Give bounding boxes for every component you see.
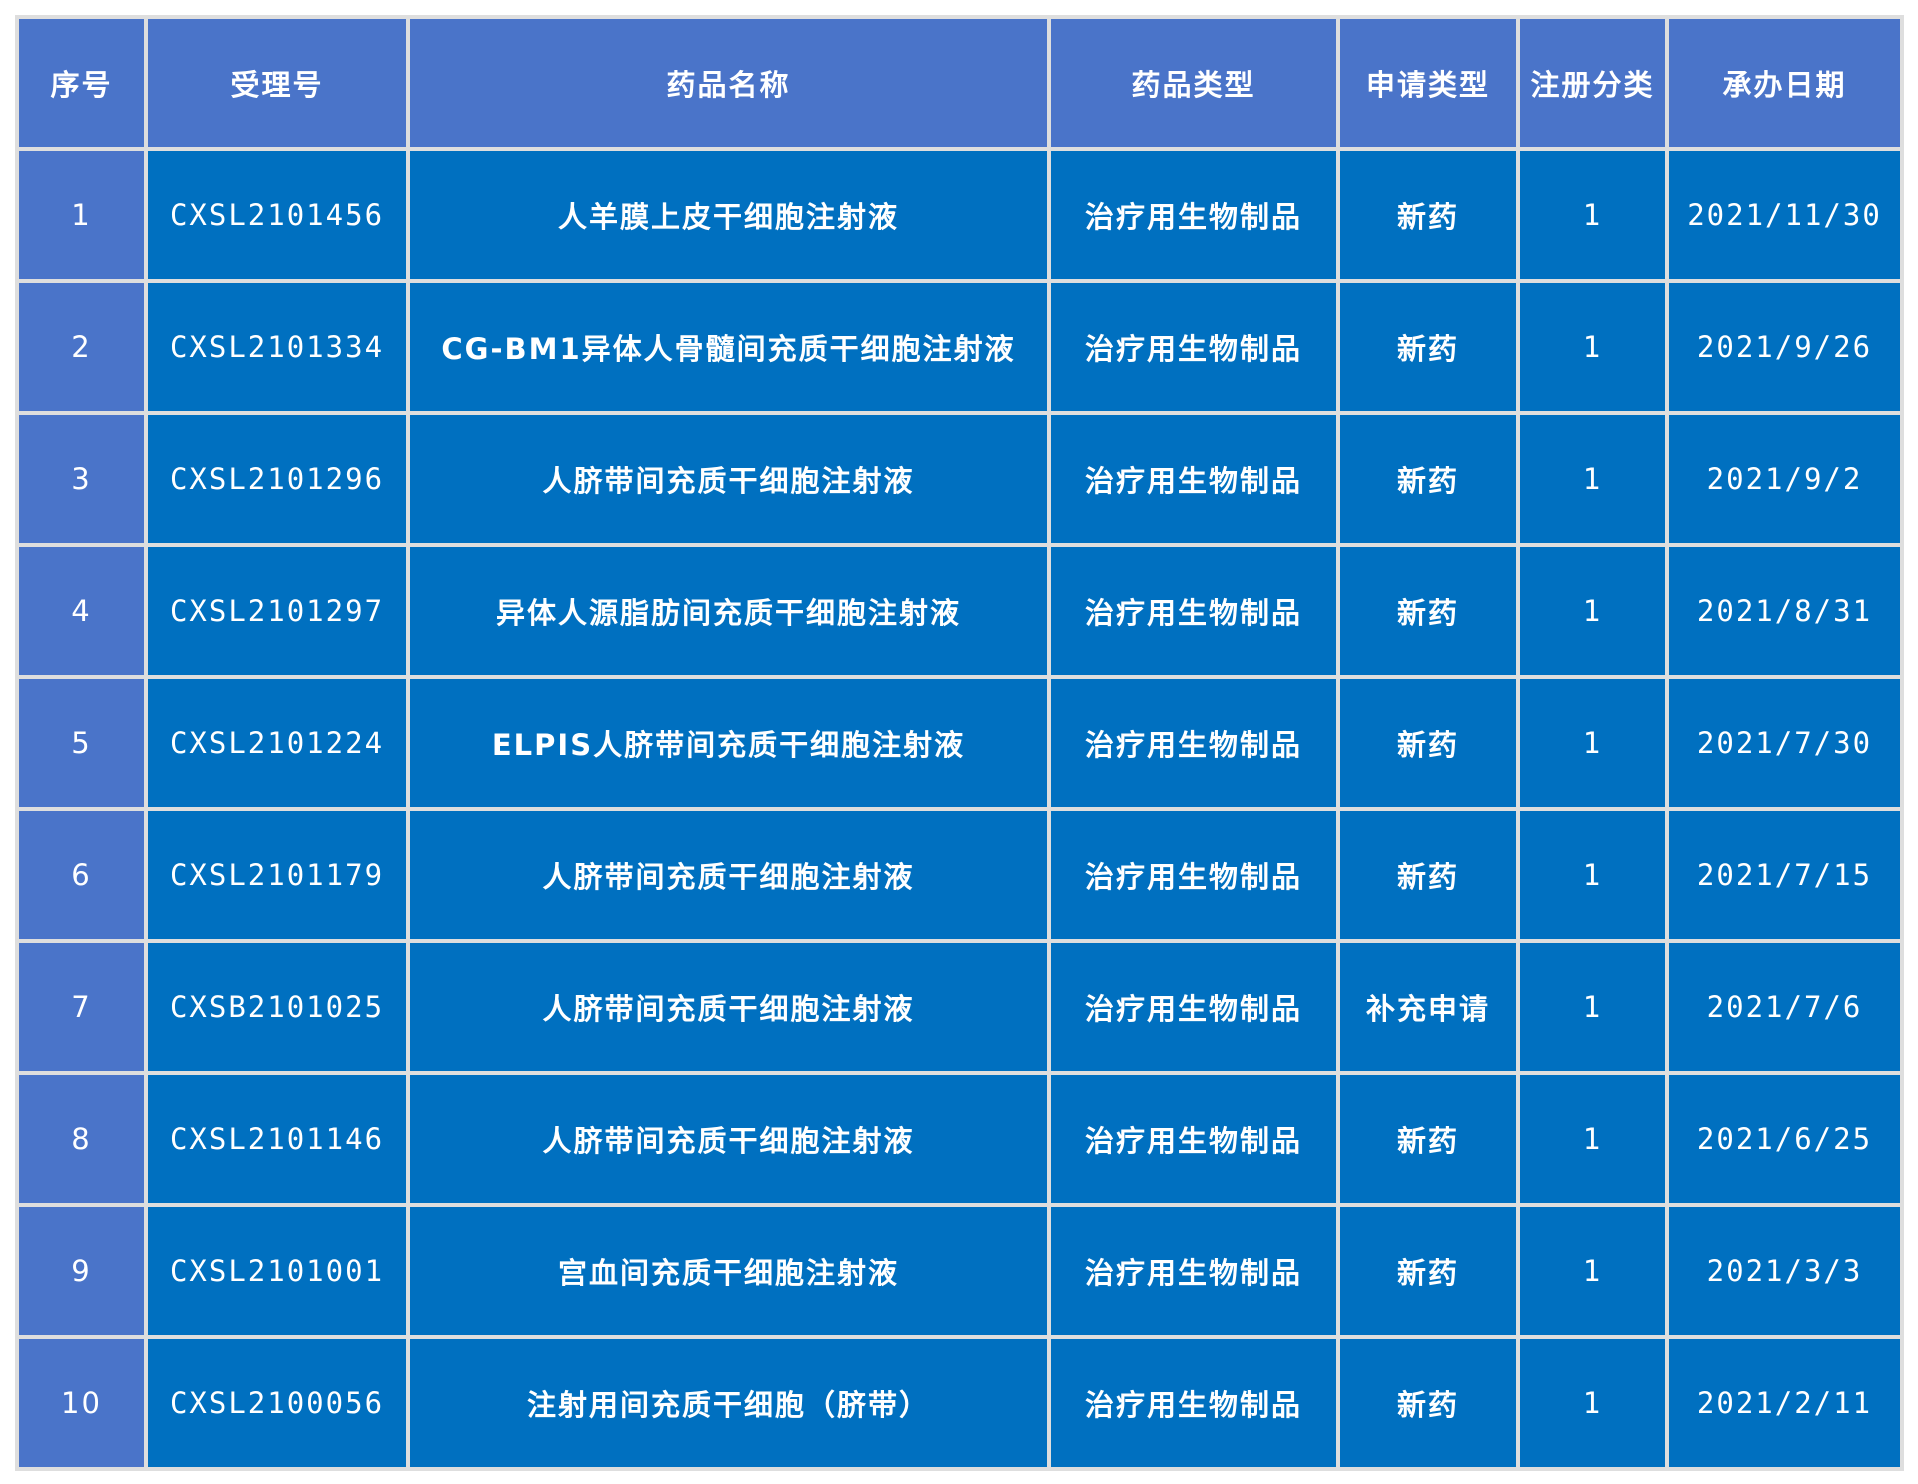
cell-registration-class: 1 xyxy=(1520,1339,1665,1467)
table-row: 10 CXSL2100056 注射用间充质干细胞（脐带） 治疗用生物制品 新药 1 2021… xyxy=(19,1339,1900,1467)
cell-registration-class: 1 xyxy=(1520,415,1665,543)
cell-drug-name: 人脐带间充质干细胞注射液 xyxy=(410,811,1047,939)
cell-acceptance-no: CXSB2101025 xyxy=(148,943,406,1071)
cell-acceptance-no: CXSL2100056 xyxy=(148,1339,406,1467)
cell-index: 5 xyxy=(19,679,144,807)
cell-drug-type: 治疗用生物制品 xyxy=(1051,283,1336,411)
header-application-type: 申请类型 xyxy=(1340,19,1516,147)
cell-application-type: 新药 xyxy=(1340,1339,1516,1467)
cell-drug-name: 异体人源脂肪间充质干细胞注射液 xyxy=(410,547,1047,675)
cell-application-type: 新药 xyxy=(1340,679,1516,807)
cell-application-type: 新药 xyxy=(1340,151,1516,279)
cell-drug-name: ELPIS人脐带间充质干细胞注射液 xyxy=(410,679,1047,807)
header-date: 承办日期 xyxy=(1669,19,1900,147)
cell-registration-class: 1 xyxy=(1520,1075,1665,1203)
cell-date: 2021/7/30 xyxy=(1669,679,1900,807)
cell-registration-class: 1 xyxy=(1520,679,1665,807)
cell-drug-type: 治疗用生物制品 xyxy=(1051,1339,1336,1467)
cell-index: 1 xyxy=(19,151,144,279)
cell-application-type: 新药 xyxy=(1340,1207,1516,1335)
cell-drug-type: 治疗用生物制品 xyxy=(1051,1207,1336,1335)
header-acceptance-no: 受理号 xyxy=(148,19,406,147)
table-row: 6 CXSL2101179 人脐带间充质干细胞注射液 治疗用生物制品 新药 1 2021/7… xyxy=(19,811,1900,939)
cell-date: 2021/7/6 xyxy=(1669,943,1900,1071)
cell-drug-type: 治疗用生物制品 xyxy=(1051,679,1336,807)
table-row: 4 CXSL2101297 异体人源脂肪间充质干细胞注射液 治疗用生物制品 新药 1 202… xyxy=(19,547,1900,675)
cell-acceptance-no: CXSL2101456 xyxy=(148,151,406,279)
cell-drug-type: 治疗用生物制品 xyxy=(1051,547,1336,675)
drug-registration-table: 序号 受理号 药品名称 药品类型 申请类型 注册分类 承办日期 1 CXSL210… xyxy=(15,15,1904,1471)
header-drug-type: 药品类型 xyxy=(1051,19,1336,147)
cell-drug-type: 治疗用生物制品 xyxy=(1051,415,1336,543)
cell-drug-name: 人脐带间充质干细胞注射液 xyxy=(410,415,1047,543)
cell-date: 2021/8/31 xyxy=(1669,547,1900,675)
cell-drug-name: CG-BM1异体人骨髓间充质干细胞注射液 xyxy=(410,283,1047,411)
cell-drug-name: 人脐带间充质干细胞注射液 xyxy=(410,943,1047,1071)
cell-date: 2021/9/26 xyxy=(1669,283,1900,411)
header-registration-class: 注册分类 xyxy=(1520,19,1665,147)
cell-acceptance-no: CXSL2101334 xyxy=(148,283,406,411)
cell-index: 6 xyxy=(19,811,144,939)
cell-drug-type: 治疗用生物制品 xyxy=(1051,1075,1336,1203)
cell-registration-class: 1 xyxy=(1520,151,1665,279)
cell-date: 2021/7/15 xyxy=(1669,811,1900,939)
cell-drug-type: 治疗用生物制品 xyxy=(1051,151,1336,279)
cell-acceptance-no: CXSL2101146 xyxy=(148,1075,406,1203)
cell-index: 4 xyxy=(19,547,144,675)
cell-drug-name: 注射用间充质干细胞（脐带） xyxy=(410,1339,1047,1467)
cell-index: 9 xyxy=(19,1207,144,1335)
cell-registration-class: 1 xyxy=(1520,943,1665,1071)
cell-date: 2021/2/11 xyxy=(1669,1339,1900,1467)
cell-index: 8 xyxy=(19,1075,144,1203)
cell-index: 3 xyxy=(19,415,144,543)
cell-drug-name: 宫血间充质干细胞注射液 xyxy=(410,1207,1047,1335)
cell-drug-type: 治疗用生物制品 xyxy=(1051,943,1336,1071)
cell-date: 2021/3/3 xyxy=(1669,1207,1900,1335)
cell-application-type: 新药 xyxy=(1340,811,1516,939)
cell-application-type: 新药 xyxy=(1340,283,1516,411)
cell-acceptance-no: CXSL2101001 xyxy=(148,1207,406,1335)
table-row: 9 CXSL2101001 宫血间充质干细胞注射液 治疗用生物制品 新药 1 2021/3/… xyxy=(19,1207,1900,1335)
cell-application-type: 新药 xyxy=(1340,1075,1516,1203)
header-row: 序号 受理号 药品名称 药品类型 申请类型 注册分类 承办日期 xyxy=(19,19,1900,147)
header-index: 序号 xyxy=(19,19,144,147)
cell-acceptance-no: CXSL2101296 xyxy=(148,415,406,543)
cell-drug-type: 治疗用生物制品 xyxy=(1051,811,1336,939)
table-row: 8 CXSL2101146 人脐带间充质干细胞注射液 治疗用生物制品 新药 1 2021/6… xyxy=(19,1075,1900,1203)
cell-acceptance-no: CXSL2101224 xyxy=(148,679,406,807)
table-row: 3 CXSL2101296 人脐带间充质干细胞注射液 治疗用生物制品 新药 1 2021/9… xyxy=(19,415,1900,543)
cell-index: 10 xyxy=(19,1339,144,1467)
header-drug-name: 药品名称 xyxy=(410,19,1047,147)
table-row: 7 CXSB2101025 人脐带间充质干细胞注射液 治疗用生物制品 补充申请 1 2021… xyxy=(19,943,1900,1071)
cell-index: 7 xyxy=(19,943,144,1071)
cell-date: 2021/11/30 xyxy=(1669,151,1900,279)
cell-application-type: 新药 xyxy=(1340,415,1516,543)
cell-drug-name: 人脐带间充质干细胞注射液 xyxy=(410,1075,1047,1203)
table-row: 1 CXSL2101456 人羊膜上皮干细胞注射液 治疗用生物制品 新药 1 2021/11… xyxy=(19,151,1900,279)
table-row: 2 CXSL2101334 CG-BM1异体人骨髓间充质干细胞注射液 治疗用生物制品新… xyxy=(19,283,1900,411)
cell-date: 2021/6/25 xyxy=(1669,1075,1900,1203)
cell-application-type: 补充申请 xyxy=(1340,943,1516,1071)
table-row: 5 CXSL2101224 ELPIS人脐带间充质干细胞注射液 治疗用生物制品 新药 1 2… xyxy=(19,679,1900,807)
cell-acceptance-no: CXSL2101179 xyxy=(148,811,406,939)
cell-drug-name: 人羊膜上皮干细胞注射液 xyxy=(410,151,1047,279)
cell-application-type: 新药 xyxy=(1340,547,1516,675)
cell-registration-class: 1 xyxy=(1520,1207,1665,1335)
cell-acceptance-no: CXSL2101297 xyxy=(148,547,406,675)
cell-registration-class: 1 xyxy=(1520,283,1665,411)
cell-registration-class: 1 xyxy=(1520,547,1665,675)
cell-registration-class: 1 xyxy=(1520,811,1665,939)
cell-date: 2021/9/2 xyxy=(1669,415,1900,543)
cell-index: 2 xyxy=(19,283,144,411)
